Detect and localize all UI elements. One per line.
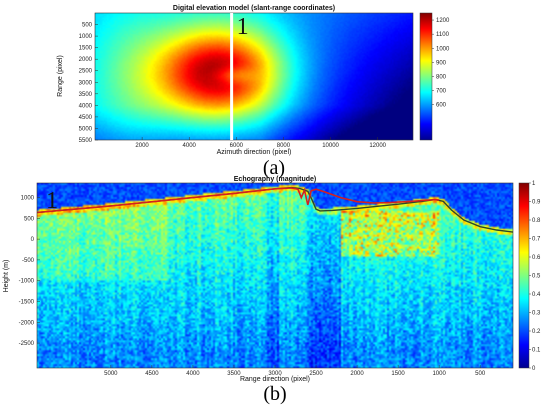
panel-b-x-tick-label: 4000 — [186, 371, 200, 377]
panel-a-label: (a) — [263, 157, 285, 179]
panel-b-x-tick-label: 3000 — [268, 371, 282, 377]
panel-a-y-tick-label: 500 — [82, 23, 93, 29]
panel-a-x-tick-label: 10000 — [322, 143, 339, 149]
panel-b-colorbar-tick-label: 0.6 — [532, 255, 541, 261]
panel-a-colorbar-tick-label: 600 — [436, 103, 447, 109]
panel-a-heatmap — [95, 13, 413, 140]
panel-a-y-tick-label: 2000 — [79, 57, 93, 63]
panel-a-colorbar — [419, 12, 433, 141]
panel-b-y-tick-label: -2500 — [19, 341, 35, 347]
panel-b-heatmap-image — [37, 183, 513, 368]
panel-a-colorbar-tick-label: 800 — [436, 75, 447, 81]
panel-a-colorbar-tick-label: 900 — [436, 60, 447, 66]
panel-b-y-tick-label: -2000 — [19, 320, 35, 326]
panel-a-colorbar-tick-label: 1100 — [436, 32, 450, 38]
panel-a-y-tick-label: 5500 — [79, 138, 93, 144]
panel-a-y-tick-label: 2500 — [79, 69, 93, 75]
panel-b-y-tick-label: 500 — [24, 216, 35, 222]
panel-a-y-tick-label: 4500 — [79, 115, 93, 121]
panel-b-x-tick-label: 5000 — [104, 371, 118, 377]
panel-a-y-tick-label: 1000 — [79, 34, 93, 40]
panel-a-colorbar-tick-label: 700 — [436, 89, 447, 95]
panel-a-y-tick-label: 4000 — [79, 103, 93, 109]
panel-b-x-tick-label: 3500 — [227, 371, 241, 377]
panel-a-y-label: Range (pixel) — [57, 55, 64, 97]
panel-b-y-tick-label: -500 — [22, 258, 35, 264]
panel-b-x-tick-label: 1500 — [391, 371, 405, 377]
panel-b-colorbar-tick-label: 0.1 — [532, 348, 541, 354]
panel-a-x-tick-label: 8000 — [277, 143, 291, 149]
panel-b-colorbar-tick-label: 0.8 — [532, 218, 541, 224]
panel-a-x-tick-label: 6000 — [230, 143, 244, 149]
panel-a-x-tick-label: 12000 — [369, 143, 386, 149]
panel-b-x-label: Range direction (pixel) — [240, 376, 310, 383]
panel-a-colorbar-tick-label: 1200 — [436, 18, 450, 24]
panel-a-y-tick-label: 3500 — [79, 92, 93, 98]
panel-b-title: Echography (magnitude) — [234, 176, 316, 183]
panel-b-marker-label: 1 — [46, 188, 58, 214]
panel-b-x-tick-label: 4500 — [145, 371, 159, 377]
panel-a-y-tick-label: 5000 — [79, 126, 93, 132]
panel-b-y-tick-label: 0 — [31, 237, 35, 243]
panel-b-y-ticks: 1000 500 0 -500 -1000 -1500 -2000 -2500 — [19, 196, 40, 347]
panel-a-x-ticks: 2000 4000 6000 8000 10000 12000 — [135, 137, 387, 149]
panel-b-colorbar-tick-label: 0 — [532, 366, 536, 372]
panel-b-colorbar-tick-label: 1 — [532, 181, 536, 187]
panel-b-y-label: Height (m) — [3, 260, 10, 293]
panel-b-colorbar-tick-label: 0.4 — [532, 292, 541, 298]
panel-b-heatmap — [37, 183, 513, 368]
panel-b-series — [37, 186, 513, 233]
panel-b: Echography (magnitude) 1 5000 4500 4000 350… — [3, 176, 541, 405]
panel-a-frame — [94, 12, 414, 141]
panel-a-x-tick-label: 4000 — [183, 143, 197, 149]
panel-b-label: (b) — [263, 383, 286, 405]
panel-a-y-tick-label: 3000 — [79, 80, 93, 86]
panel-b-y-tick-label: -1000 — [19, 279, 35, 285]
panel-b-x-tick-label: 2500 — [309, 371, 323, 377]
panel-a-x-tick-label: 2000 — [135, 143, 149, 149]
panel-b-x-tick-label: 1000 — [432, 371, 446, 377]
panel-b-colorbar-tick-label: 0.2 — [532, 329, 541, 335]
panel-b-colorbar-tick-label: 0.3 — [532, 311, 541, 317]
panel-a-title: Digital elevation model (slant-range coo… — [173, 5, 335, 12]
panel-a-x-label: Azimuth direction (pixel) — [217, 149, 292, 156]
panel-a-cut-label: 1 — [237, 14, 249, 40]
panel-b-colorbar-tick-label: 0.7 — [532, 237, 541, 243]
panel-b-red-profile-line — [37, 187, 440, 214]
panel-b-x-ticks: 5000 4500 4000 3500 3000 2500 2000 1500 1000 500 — [104, 365, 486, 377]
panel-b-x-tick-label: 500 — [475, 371, 486, 377]
panel-b-colorbar — [518, 182, 530, 369]
panel-b-y-tick-label: -1500 — [19, 299, 35, 305]
panel-b-colorbar-tick-label: 0.5 — [532, 274, 541, 280]
panel-a-y-ticks: 500 1000 1500 2000 2500 3000 3500 4000 4500 5000 5… — [79, 23, 98, 144]
panel-a-heatmap-image — [95, 13, 413, 140]
panel-a: Digital elevation model (slant-range coo… — [57, 5, 450, 179]
panel-a-y-tick-label: 1500 — [79, 46, 93, 52]
panel-a-colorbar-tick-label: 1000 — [436, 46, 450, 52]
panel-a-colorbar-ticks: 600 700 800 900 1000 1100 1200 — [432, 18, 450, 109]
panel-b-y-tick-label: 1000 — [21, 196, 35, 202]
panel-b-colorbar-ticks: 0 0.1 0.2 0.3 0.4 0.5 0.6 0.7 0.8 0.9 1 — [529, 181, 541, 372]
panel-b-colorbar-tick-label: 0.9 — [532, 200, 541, 206]
panel-b-x-tick-label: 2000 — [350, 371, 364, 377]
